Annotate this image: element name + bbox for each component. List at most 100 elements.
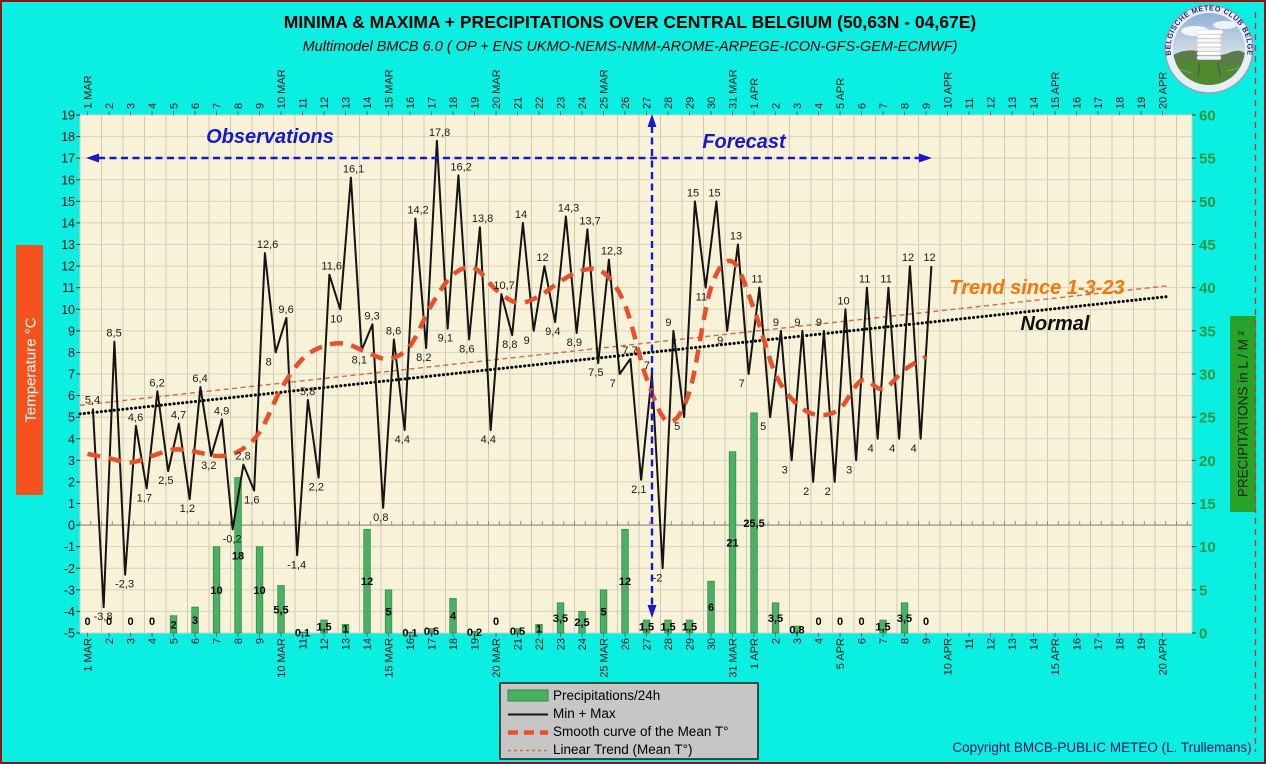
day-label-top: 4 bbox=[814, 103, 826, 109]
temp-value-label: 16,1 bbox=[343, 164, 364, 176]
day-label-top: 11 bbox=[298, 98, 310, 109]
left-axis-tick-label: 3 bbox=[68, 454, 75, 468]
right-axis-tick-label: 25 bbox=[1199, 410, 1216, 427]
temp-value-label: 4 bbox=[911, 443, 917, 455]
precip-value-label: 0 bbox=[837, 616, 843, 628]
day-label-bottom: 1 MAR bbox=[83, 638, 95, 672]
left-axis-tick-label: 8 bbox=[68, 346, 75, 360]
day-label-top: 13 bbox=[341, 97, 353, 109]
day-label-bottom: 12 bbox=[986, 638, 998, 650]
temp-value-label: 12,6 bbox=[257, 239, 278, 251]
observations-label: Observations bbox=[206, 126, 334, 148]
left-axis-tick-label: 10 bbox=[61, 303, 75, 317]
left-axis-tick-label: 15 bbox=[61, 195, 75, 209]
day-label-bottom: 19 bbox=[1136, 638, 1148, 650]
temp-value-label: 7 bbox=[739, 378, 745, 390]
temp-value-label: 4 bbox=[889, 443, 895, 455]
left-axis-tick-label: 5 bbox=[68, 411, 75, 425]
precip-value-label: 0 bbox=[815, 616, 821, 628]
day-label-top: 22 bbox=[534, 97, 546, 109]
precip-bar bbox=[384, 589, 393, 634]
temp-value-label: -2 bbox=[653, 572, 663, 584]
temp-value-label: 11,6 bbox=[321, 261, 342, 273]
temperature-labels-layer: 5,4 -3,8 8,5 -2,3 4,6 1,7 6,2 2,5 4,7 1,2 6,4 3,2 4,… bbox=[85, 127, 936, 623]
right-axis-tick-label: 20 bbox=[1199, 453, 1216, 470]
day-label-top: 15 MAR bbox=[384, 69, 396, 109]
precip-value-label: 10 bbox=[253, 585, 265, 597]
precip-bar bbox=[771, 602, 780, 634]
left-axis-tick-label: 12 bbox=[61, 260, 75, 274]
legend-item-lineartrend: Linear Trend (Mean T°) bbox=[553, 742, 692, 757]
day-label-bottom: 4 bbox=[147, 638, 159, 644]
temperature-axis-label: Temperature °C bbox=[23, 317, 40, 422]
precip-value-label: 3 bbox=[192, 615, 198, 627]
day-label-top: 14 bbox=[1029, 97, 1041, 109]
temp-value-label: 8,5 bbox=[106, 328, 121, 340]
precip-value-label: 12 bbox=[619, 576, 631, 588]
day-label-top: 17 bbox=[427, 97, 439, 109]
day-label-bottom: 30 bbox=[706, 638, 718, 650]
day-label-top: 18 bbox=[1115, 97, 1127, 109]
day-label-top: 20 APR bbox=[1158, 72, 1170, 109]
precip-bar bbox=[750, 412, 758, 634]
temp-value-label: -3,8 bbox=[94, 611, 113, 623]
minmax-temperature-line bbox=[91, 139, 933, 609]
temp-value-label: 9,3 bbox=[364, 310, 379, 322]
arrowhead-down-icon bbox=[647, 605, 657, 618]
day-label-bottom: 16 bbox=[405, 638, 417, 650]
left-axis-tick-label: 19 bbox=[61, 109, 75, 123]
right-axis-tick-label: 10 bbox=[1199, 539, 1216, 556]
day-label-bottom: 13 bbox=[1007, 638, 1019, 650]
day-label-top: 27 bbox=[642, 97, 654, 109]
day-label-bottom: 28 bbox=[663, 638, 675, 650]
precipitation-bars-layer bbox=[169, 412, 909, 634]
day-label-top: 10 MAR bbox=[276, 69, 288, 109]
precip-bar bbox=[578, 611, 586, 634]
temp-value-label: -1,4 bbox=[287, 559, 306, 571]
day-label-bottom: 18 bbox=[1115, 638, 1127, 650]
left-axis-tick-label: 18 bbox=[61, 130, 75, 144]
day-label-top: 10 APR bbox=[943, 72, 955, 109]
temp-value-label: 17,8 bbox=[429, 127, 450, 139]
precip-value-label: 5 bbox=[600, 606, 606, 618]
day-label-bottom: 6 bbox=[190, 638, 202, 644]
precip-value-label: 0,5 bbox=[510, 626, 525, 638]
temp-value-label: 15 bbox=[687, 187, 699, 199]
precip-value-label: 0,1 bbox=[295, 628, 310, 640]
left-axis-tick-label: 2 bbox=[68, 475, 75, 489]
day-label-bottom: 7 bbox=[878, 638, 890, 644]
temp-value-label: -0,2 bbox=[223, 533, 242, 545]
left-axis-tick-label: 13 bbox=[61, 238, 75, 252]
precip-bar bbox=[599, 589, 608, 634]
precip-value-label: 0 bbox=[149, 616, 155, 628]
day-label-top: 5 bbox=[169, 103, 181, 109]
left-axis-tick-label: 0 bbox=[68, 519, 75, 533]
day-label-bottom: 20 APR bbox=[1158, 638, 1170, 675]
right-axis-tick-label: 45 bbox=[1199, 237, 1216, 254]
precip-bar bbox=[277, 585, 285, 634]
arrowhead-left-icon bbox=[86, 153, 99, 163]
day-label-top: 15 APR bbox=[1050, 72, 1062, 109]
day-label-top: 12 bbox=[986, 97, 998, 109]
day-label-bottom: 25 MAR bbox=[599, 638, 611, 678]
temp-value-label: 1,2 bbox=[180, 503, 195, 515]
linear-trend-line bbox=[79, 284, 1171, 406]
temp-value-label: 8,9 bbox=[567, 337, 582, 349]
precip-value-label: 12 bbox=[361, 576, 373, 588]
temp-value-label: 7,7 bbox=[622, 345, 637, 357]
precip-value-label: 1,5 bbox=[316, 622, 331, 634]
day-label-top: 6 bbox=[857, 103, 869, 109]
temp-value-label: 1,6 bbox=[244, 495, 259, 507]
day-label-top: 18 bbox=[448, 97, 460, 109]
day-label-bottom: 21 bbox=[513, 638, 525, 650]
temp-value-label: 7 bbox=[644, 360, 650, 372]
temp-value-label: 12 bbox=[923, 252, 935, 264]
temp-value-label: 8,1 bbox=[352, 354, 367, 366]
day-label-bottom: 10 APR bbox=[943, 638, 955, 675]
day-label-top: 16 bbox=[1072, 97, 1084, 109]
day-label-bottom: 5 bbox=[169, 638, 181, 644]
precip-value-label: 0,5 bbox=[424, 626, 439, 638]
left-axis-tick-label: -1 bbox=[64, 540, 75, 554]
